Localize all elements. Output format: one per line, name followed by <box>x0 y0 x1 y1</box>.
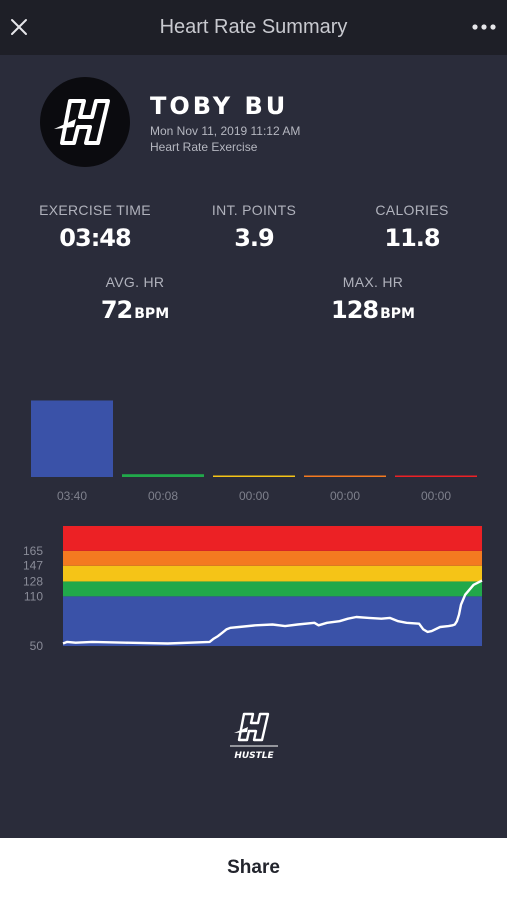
zone-bar-label: 03:40 <box>57 489 87 503</box>
zone-bar <box>122 474 204 477</box>
zone-bar <box>395 475 477 477</box>
zone-bar <box>213 475 295 477</box>
stat-value: 72 <box>100 296 133 324</box>
share-button[interactable]: Share <box>0 838 507 900</box>
zone-bar-label: 00:08 <box>148 489 178 503</box>
zone-time-chart: 03:40 00:08 00:00 00:00 00:00 <box>31 400 477 503</box>
stat-int-points: INT. POINTS 3.9 <box>189 202 319 252</box>
stat-value: 11.8 <box>384 224 440 252</box>
hr-zone-band <box>63 526 482 551</box>
stat-value-group: 128 BPM <box>308 296 438 324</box>
top-bar: Heart Rate Summary <box>0 0 507 55</box>
user-name: TOBY BU <box>150 92 289 120</box>
page-title: Heart Rate Summary <box>159 16 348 38</box>
stat-label: CALORIES <box>375 202 449 218</box>
hr-axis-tick: 110 <box>24 589 43 603</box>
hr-axis-tick: 165 <box>23 544 43 558</box>
stat-exercise-time: EXERCISE TIME 03:48 <box>30 202 160 252</box>
stat-value: 128 <box>331 296 379 324</box>
hr-axis-tick: 147 <box>23 559 43 573</box>
stat-unit: BPM <box>380 306 415 322</box>
stat-label: AVG. HR <box>105 274 165 290</box>
session-date: Mon Nov 11, 2019 11:12 AM <box>150 124 301 138</box>
share-label: Share <box>227 857 280 878</box>
stat-label: EXERCISE TIME <box>39 202 151 218</box>
zone-bar-label: 00:00 <box>330 489 360 503</box>
stat-value: 3.9 <box>234 224 275 252</box>
zone-bar <box>31 400 113 477</box>
hr-zone-band <box>63 581 482 597</box>
zone-bar <box>304 475 386 477</box>
stat-max-hr: MAX. HR 128 BPM <box>308 274 438 324</box>
stat-label: INT. POINTS <box>211 202 297 218</box>
hustle-brand-logo: HUSTLE <box>230 712 278 761</box>
hr-zone-band <box>63 565 482 582</box>
hr-axis-tick: 50 <box>30 639 44 653</box>
more-horizontal-icon[interactable] <box>471 17 497 37</box>
stat-label: MAX. HR <box>342 274 404 290</box>
stat-unit: BPM <box>134 306 170 322</box>
brand-logo-text: HUSTLE <box>234 751 274 761</box>
stat-avg-hr: AVG. HR 72 BPM <box>70 274 200 324</box>
zone-bar-label: 00:00 <box>421 489 451 503</box>
close-icon[interactable] <box>8 14 32 40</box>
hr-line <box>62 579 483 645</box>
zone-bar-label: 00:00 <box>239 489 269 503</box>
stat-value-group: 72 BPM <box>70 296 200 324</box>
avatar <box>40 77 130 167</box>
stat-value: 03:48 <box>59 224 131 252</box>
hustle-logo-icon <box>54 99 110 145</box>
hr-zone-band <box>63 596 482 646</box>
stat-calories: CALORIES 11.8 <box>347 202 477 252</box>
hr-zone-band <box>63 550 482 566</box>
hr-axis-tick: 128 <box>23 574 43 588</box>
session-type: Heart Rate Exercise <box>150 140 258 154</box>
